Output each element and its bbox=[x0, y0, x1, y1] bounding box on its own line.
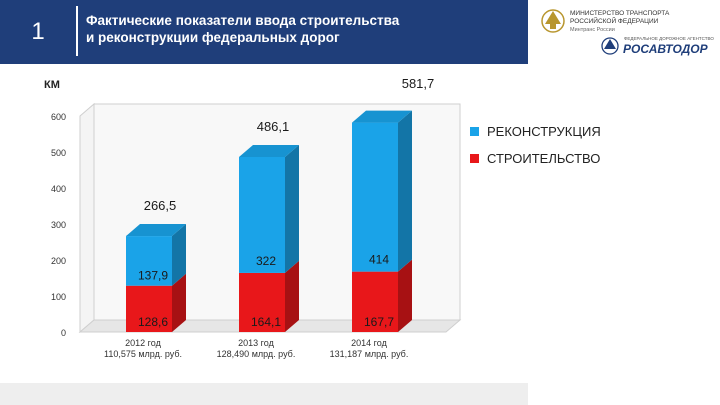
ministry-line-2: РОССИЙСКОЙ ФЕДЕРАЦИИ bbox=[570, 16, 659, 25]
data-label-reconstruction: 414 bbox=[369, 253, 389, 267]
logos-area: МИНИСТЕРСТВО ТРАНСПОРТА РОССИЙСКОЙ ФЕДЕР… bbox=[530, 0, 720, 64]
bar-reconstruction bbox=[239, 157, 285, 273]
x-tick-label: 2014 год bbox=[351, 338, 387, 348]
y-tick-label: 100 bbox=[51, 292, 66, 302]
legend-item-reconstruction: РЕКОНСТРУКЦИЯ bbox=[470, 124, 601, 139]
ministry-line-3: Минтранс России bbox=[570, 27, 615, 33]
y-tick-label: 0 bbox=[61, 328, 66, 338]
slide-title-line-2: и реконструкции федеральных дорог bbox=[86, 30, 340, 45]
data-label-reconstruction: 137,9 bbox=[138, 269, 168, 283]
bar-side-reconstruction bbox=[398, 110, 412, 272]
agency-emblem-icon bbox=[601, 37, 619, 55]
data-label-construction: 167,7 bbox=[364, 315, 394, 329]
y-tick-label: 500 bbox=[51, 148, 66, 158]
total-label: 486,1 bbox=[257, 119, 290, 134]
bar-construction bbox=[352, 271, 398, 332]
bar-side-reconstruction bbox=[172, 224, 186, 286]
bar-top bbox=[239, 145, 299, 158]
logos-svg: МИНИСТЕРСТВО ТРАНСПОРТА РОССИЙСКОЙ ФЕДЕР… bbox=[541, 9, 714, 56]
y-tick-label: 400 bbox=[51, 184, 66, 194]
bar-construction bbox=[126, 285, 172, 332]
chart-area: КМ 0 100 200 300 400 500 600 128,6 137,9 266,5 2012… bbox=[0, 64, 720, 383]
legend-swatch-construction bbox=[470, 154, 479, 163]
slide-title: Фактические показатели ввода строительст… bbox=[86, 12, 516, 46]
x-tick-sublabel: 110,575 млрд. руб. bbox=[104, 349, 182, 359]
y-tick-label: 300 bbox=[51, 220, 66, 230]
y-axis-label: КМ bbox=[44, 79, 60, 91]
bar-side-reconstruction bbox=[285, 145, 299, 273]
bar-top bbox=[126, 224, 186, 237]
agency-caption: ФЕДЕРАЛЬНОЕ ДОРОЖНОЕ АГЕНТСТВО bbox=[624, 36, 714, 41]
bar-side-construction bbox=[398, 259, 412, 332]
slide-title-line-1: Фактические показатели ввода строительст… bbox=[86, 13, 400, 28]
chart-legend: РЕКОНСТРУКЦИЯ СТРОИТЕЛЬСТВО bbox=[470, 124, 601, 178]
legend-swatch-reconstruction bbox=[470, 127, 479, 136]
x-tick-label: 2013 год bbox=[238, 338, 274, 348]
slide-number: 1 bbox=[31, 18, 45, 45]
data-label-reconstruction: 322 bbox=[256, 254, 276, 268]
data-label-construction: 164,1 bbox=[251, 315, 281, 329]
bar-side-construction bbox=[285, 260, 299, 332]
data-label-construction: 128,6 bbox=[138, 315, 168, 329]
chart-side-wall bbox=[79, 102, 95, 334]
legend-label-reconstruction: РЕКОНСТРУКЦИЯ bbox=[487, 124, 601, 139]
header-divider bbox=[76, 6, 78, 56]
bar-reconstruction bbox=[126, 236, 172, 286]
x-tick-label: 2012 год bbox=[125, 338, 161, 348]
stacked-bar-chart: КМ 0 100 200 300 400 500 600 128,6 137,9 266,5 2012… bbox=[44, 76, 462, 359]
x-tick-sublabel: 131,187 млрд. руб. bbox=[330, 349, 409, 359]
x-tick-sublabel: 128,490 млрд. руб. bbox=[217, 349, 296, 359]
bar-reconstruction bbox=[352, 122, 398, 272]
total-label: 266,5 bbox=[144, 198, 177, 213]
bar-side-construction bbox=[172, 273, 186, 332]
y-tick-label: 600 bbox=[51, 112, 66, 122]
bar-top bbox=[352, 110, 412, 123]
ministry-emblem-icon bbox=[541, 9, 565, 33]
legend-label-construction: СТРОИТЕЛЬСТВО bbox=[487, 151, 601, 166]
total-label: 581,7 bbox=[402, 76, 435, 91]
ministry-line-1: МИНИСТЕРСТВО ТРАНСПОРТА bbox=[570, 10, 670, 17]
y-tick-label: 200 bbox=[51, 256, 66, 266]
legend-item-construction: СТРОИТЕЛЬСТВО bbox=[470, 151, 601, 166]
agency-name: РОСАВТОДОР bbox=[623, 42, 709, 56]
slide-header: 1 Фактические показатели ввода строитель… bbox=[0, 0, 528, 64]
bottom-band bbox=[0, 383, 528, 405]
bar-construction bbox=[239, 272, 285, 332]
